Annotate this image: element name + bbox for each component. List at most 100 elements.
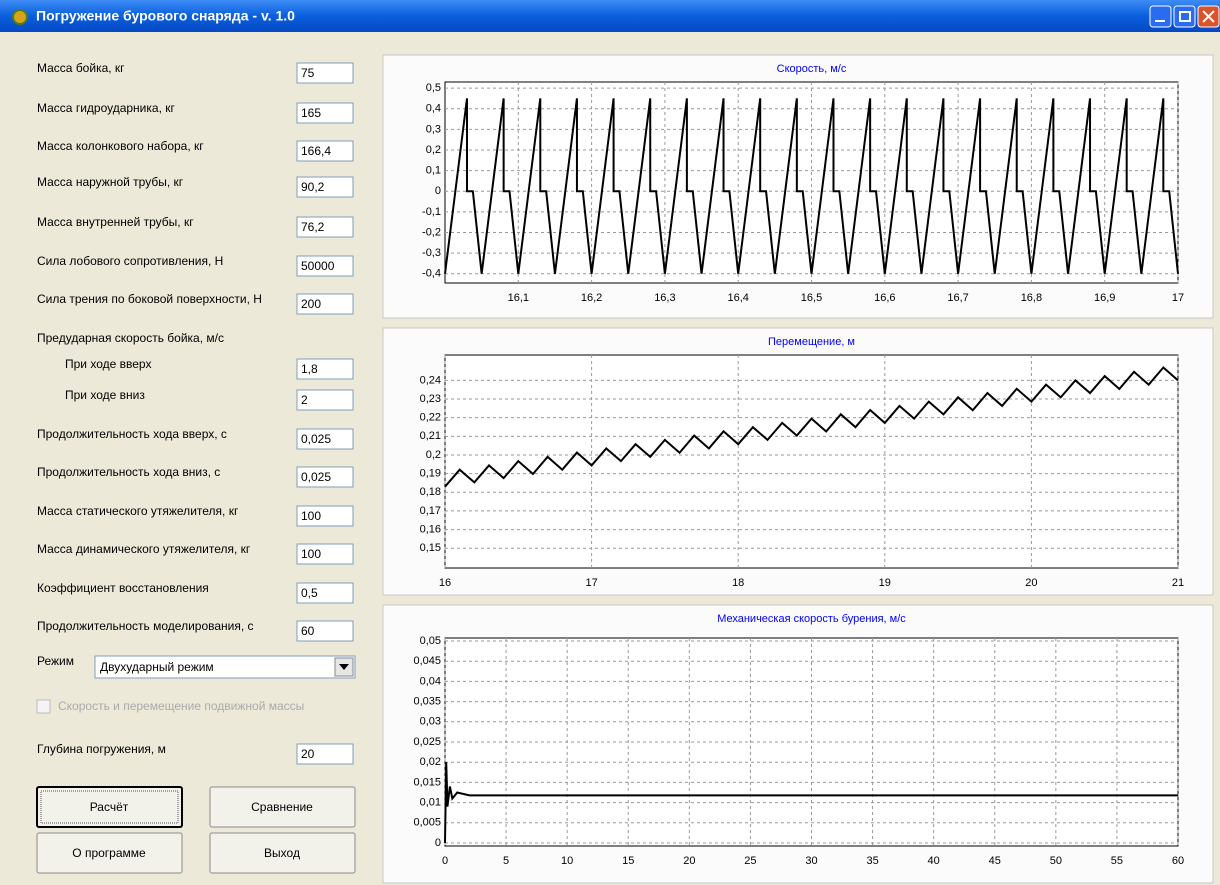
maximize-button[interactable] <box>1173 5 1196 28</box>
field-label: Масса динамического утяжелителя, кг <box>37 542 251 556</box>
input-value: 76,2 <box>301 220 325 234</box>
button[interactable] <box>36 786 183 828</box>
data-line <box>444 98 1179 274</box>
y-tick-label: 0,03 <box>420 716 441 728</box>
x-tick-label: 30 <box>805 855 817 867</box>
field-label: Продолжительность хода вниз, с <box>37 465 220 479</box>
field-label: Коэффициент восстановления <box>37 581 209 595</box>
text-input[interactable] <box>296 102 354 124</box>
x-tick-label: 16,1 <box>508 292 529 304</box>
minimize-button[interactable] <box>1149 5 1172 28</box>
y-tick-label: 0,01 <box>420 797 441 809</box>
x-tick-label: 10 <box>561 855 573 867</box>
input-value: 0,5 <box>301 586 318 600</box>
text-input[interactable] <box>296 505 354 527</box>
text-input[interactable] <box>296 293 354 315</box>
y-tick-label: -0,1 <box>422 206 441 218</box>
x-tick-label: 16,6 <box>874 292 895 304</box>
y-tick-label: 0,2 <box>426 144 441 156</box>
input-value: 166,4 <box>301 144 331 158</box>
text-input[interactable] <box>296 743 354 765</box>
y-tick-label: 0,19 <box>420 468 441 480</box>
field-label: При ходе вверх <box>65 357 151 371</box>
x-tick-label: 20 <box>683 855 695 867</box>
text-input[interactable] <box>296 140 354 162</box>
chart-title: Перемещение, м <box>768 336 855 348</box>
field-label: Масса бойка, кг <box>37 61 125 75</box>
field-label: Продолжительность хода вверх, с <box>37 427 227 441</box>
data-line <box>444 366 1179 488</box>
title-bar <box>0 0 1220 32</box>
text-input[interactable] <box>296 582 354 604</box>
checkbox[interactable] <box>36 699 51 714</box>
x-tick-label: 15 <box>622 855 634 867</box>
field-label: Масса статического утяжелителя, кг <box>37 504 239 518</box>
field-label: Продолжительность моделирования, с <box>37 619 254 633</box>
x-tick-label: 16,2 <box>581 292 602 304</box>
input-value: 60 <box>301 624 315 638</box>
text-input[interactable] <box>296 255 354 277</box>
input-value: 20 <box>301 747 315 761</box>
x-tick-label: 16,7 <box>947 292 968 304</box>
mode-select[interactable] <box>94 655 356 679</box>
y-tick-label: 0 <box>435 837 441 849</box>
x-tick-label: 17 <box>585 577 597 589</box>
y-tick-label: 0,21 <box>420 430 441 442</box>
button[interactable] <box>36 832 183 874</box>
text-input[interactable] <box>296 389 354 411</box>
x-tick-label: 16,4 <box>727 292 748 304</box>
button[interactable] <box>209 786 356 828</box>
y-tick-label: 0,23 <box>420 393 441 405</box>
y-tick-label: 0,22 <box>420 412 441 424</box>
y-tick-label: 0,16 <box>420 523 441 535</box>
text-input[interactable] <box>296 466 354 488</box>
data-line <box>444 762 1178 844</box>
x-tick-label: 16,3 <box>654 292 675 304</box>
field-label: Масса колонкового набора, кг <box>37 139 204 153</box>
button-label: Расчёт <box>90 800 129 814</box>
input-value: 100 <box>301 509 321 523</box>
text-input[interactable] <box>296 543 354 565</box>
chart-title: Скорость, м/с <box>777 63 847 75</box>
y-tick-label: 0,04 <box>420 675 441 687</box>
x-tick-label: 18 <box>732 577 744 589</box>
y-tick-label: 0,18 <box>420 486 441 498</box>
y-tick-label: 0,025 <box>413 736 441 748</box>
y-tick-label: 0,035 <box>413 696 441 708</box>
x-tick-label: 55 <box>1111 855 1123 867</box>
x-tick-label: 0 <box>442 855 448 867</box>
x-tick-label: 5 <box>503 855 509 867</box>
field-label: При ходе вниз <box>65 388 145 402</box>
text-input[interactable] <box>296 428 354 450</box>
y-tick-label: 0 <box>435 185 441 197</box>
input-value: 0,025 <box>301 432 331 446</box>
plot-area <box>444 354 1179 569</box>
field-label: Масса гидроударника, кг <box>37 101 175 115</box>
y-tick-label: 0,4 <box>426 103 441 115</box>
field-label: Глубина погружения, м <box>37 742 166 756</box>
input-value: 90,2 <box>301 180 325 194</box>
text-input[interactable] <box>296 176 354 198</box>
x-tick-label: 60 <box>1172 855 1184 867</box>
text-input[interactable] <box>296 62 354 84</box>
y-tick-label: 0,2 <box>426 449 441 461</box>
input-value: 100 <box>301 547 321 561</box>
y-tick-label: 0,005 <box>413 817 441 829</box>
y-tick-label: 0,3 <box>426 123 441 135</box>
y-tick-label: 0,045 <box>413 655 441 667</box>
y-tick-label: 0,15 <box>420 542 441 554</box>
mode-value: Двухударный режим <box>100 660 214 674</box>
y-tick-label: 0,1 <box>426 165 441 177</box>
text-input[interactable] <box>296 620 354 642</box>
y-tick-label: 0,02 <box>420 756 441 768</box>
app-icon <box>12 9 28 25</box>
x-tick-label: 16 <box>439 577 451 589</box>
input-value: 1,8 <box>301 362 318 376</box>
text-input[interactable] <box>296 358 354 380</box>
x-tick-label: 16,8 <box>1021 292 1042 304</box>
text-input[interactable] <box>296 216 354 238</box>
y-tick-label: 0,015 <box>413 776 441 788</box>
button[interactable] <box>209 832 356 874</box>
